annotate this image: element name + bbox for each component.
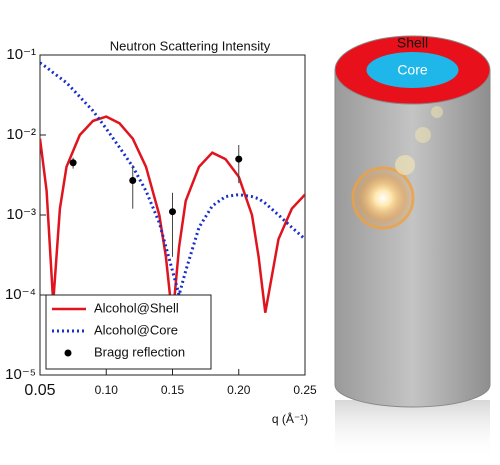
y-tick-label: 10⁻³ — [6, 206, 36, 223]
y-tick-label: 10⁻² — [6, 126, 36, 143]
core — [366, 52, 459, 88]
x-tick-label: 0.25 — [293, 383, 317, 397]
plot-area — [40, 61, 305, 320]
data-point — [235, 155, 243, 163]
series-line — [40, 115, 305, 320]
y-tick-label: 10⁻⁵ — [5, 366, 36, 383]
legend-label: Bragg reflection — [94, 344, 185, 359]
cylinder-diagram: Shell Core — [334, 35, 491, 460]
flare-spot — [415, 127, 431, 143]
y-tick-label: 10⁻⁴ — [5, 286, 36, 303]
legend-label: Alcohol@Shell — [94, 300, 179, 315]
data-point — [169, 208, 176, 216]
shell-label: Shell — [397, 35, 428, 51]
x-axis-label: q (Å⁻¹) — [272, 411, 308, 426]
flare-spot — [395, 155, 415, 175]
data-point — [69, 159, 77, 167]
flare-spot — [431, 106, 443, 118]
core-label: Core — [397, 62, 428, 78]
reflection — [335, 400, 490, 460]
series-line — [40, 61, 305, 301]
x-tick-label: 0.20 — [227, 383, 251, 397]
y-tick-label: 10⁻¹ — [6, 46, 36, 63]
legend-marker — [64, 349, 72, 357]
cylinder-body — [334, 69, 491, 408]
flare-ring — [351, 166, 415, 230]
x-tick-label: 0.05 — [24, 382, 55, 399]
x-tick-label: 0.15 — [161, 383, 185, 397]
data-point — [129, 176, 137, 184]
x-tick-label: 0.10 — [95, 383, 119, 397]
chart-title: Neutron Scattering Intensity — [110, 38, 271, 53]
lens-flare — [351, 166, 415, 230]
legend-label: Alcohol@Core — [94, 322, 178, 337]
